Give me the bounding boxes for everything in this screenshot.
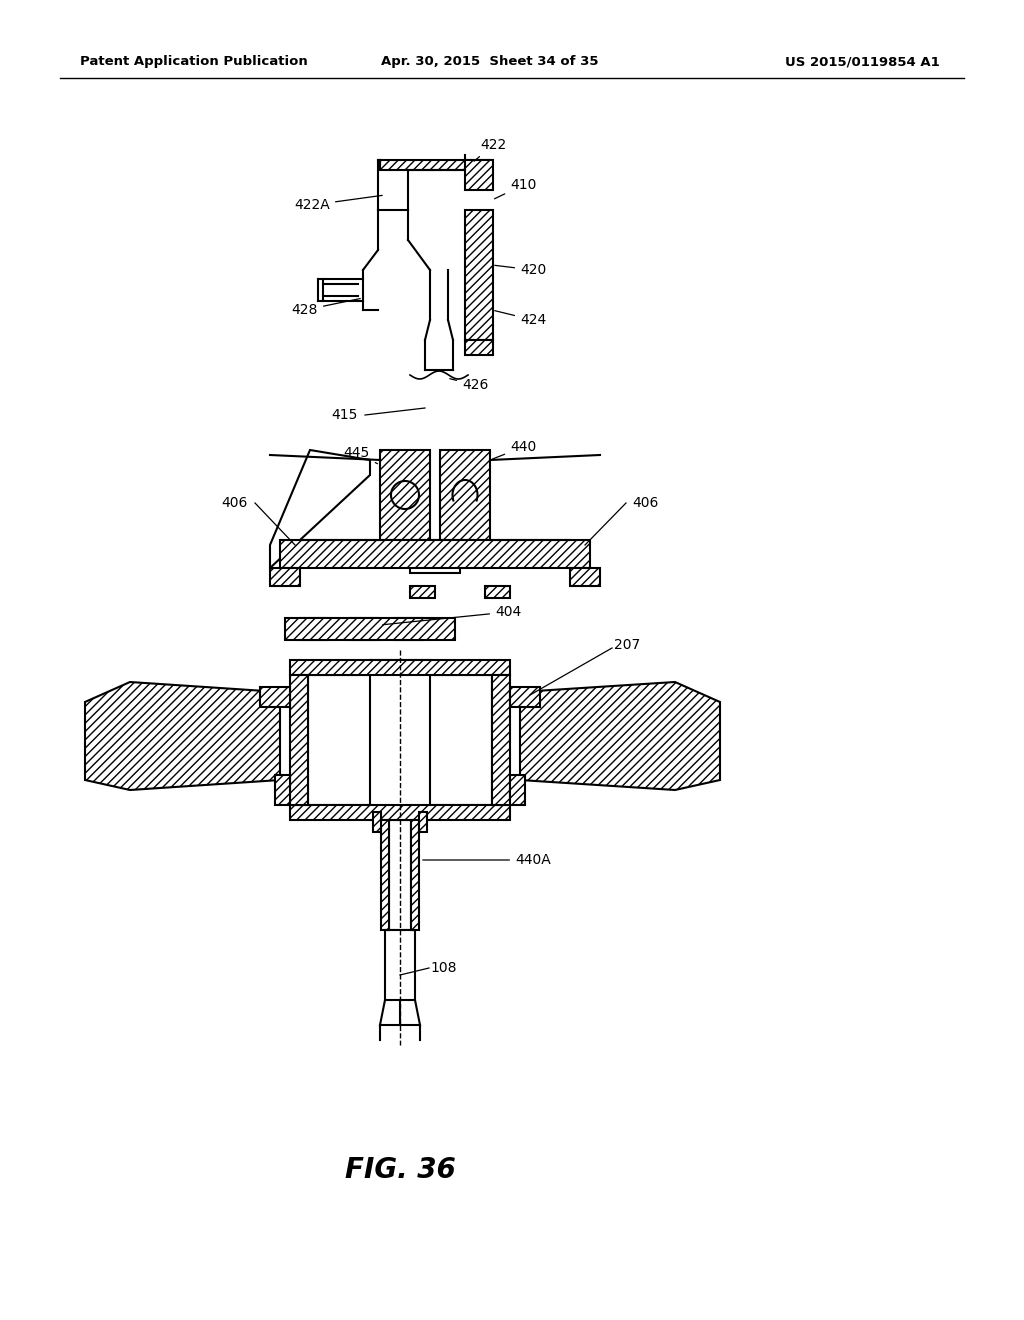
Bar	[373, 812, 381, 832]
Text: 420: 420	[495, 263, 546, 277]
Text: 440: 440	[493, 440, 537, 459]
Bar	[300, 618, 328, 640]
Text: FIG. 36: FIG. 36	[345, 1156, 456, 1184]
Text: US 2015/0119854 A1: US 2015/0119854 A1	[785, 55, 940, 69]
Bar	[290, 660, 510, 675]
Bar	[410, 540, 460, 573]
Bar	[285, 618, 455, 640]
Bar	[280, 540, 590, 568]
Bar	[465, 341, 493, 355]
Text: 445: 445	[344, 446, 378, 463]
Bar	[270, 568, 300, 586]
Text: Apr. 30, 2015  Sheet 34 of 35: Apr. 30, 2015 Sheet 34 of 35	[381, 55, 599, 69]
Bar	[465, 210, 493, 341]
Bar	[380, 450, 430, 540]
Bar	[510, 686, 540, 708]
Bar	[380, 160, 490, 170]
Bar	[290, 675, 308, 805]
Text: 422: 422	[474, 139, 506, 161]
Bar	[388, 459, 422, 531]
Text: 406: 406	[632, 496, 658, 510]
Text: 440A: 440A	[423, 853, 551, 867]
Text: 428: 428	[292, 298, 360, 317]
Bar	[370, 660, 430, 820]
Bar	[395, 618, 423, 640]
Text: 422A: 422A	[294, 195, 382, 213]
Bar	[443, 459, 487, 531]
Polygon shape	[270, 450, 370, 568]
Bar	[419, 812, 427, 832]
Bar	[381, 820, 389, 931]
Text: 207: 207	[614, 638, 640, 652]
Text: 404: 404	[383, 605, 521, 624]
Bar	[510, 775, 525, 805]
Bar	[310, 545, 560, 554]
Text: 108: 108	[430, 961, 457, 975]
Bar	[473, 230, 488, 319]
Bar	[465, 160, 493, 190]
Text: 410: 410	[495, 178, 537, 199]
Bar	[492, 675, 510, 805]
Text: 426: 426	[450, 378, 488, 392]
Bar	[385, 931, 415, 1001]
Bar	[350, 618, 378, 640]
Bar	[485, 586, 510, 598]
Bar	[275, 775, 290, 805]
Bar	[260, 686, 290, 708]
Bar	[389, 820, 411, 931]
Bar	[410, 586, 435, 598]
Bar	[440, 450, 490, 540]
Text: 424: 424	[495, 310, 546, 327]
Polygon shape	[85, 682, 280, 789]
Bar	[411, 820, 419, 931]
Bar	[290, 805, 510, 820]
Text: 415: 415	[332, 408, 358, 422]
Text: 406: 406	[221, 496, 248, 510]
Bar	[308, 675, 492, 805]
Bar	[570, 568, 600, 586]
Polygon shape	[520, 682, 720, 789]
Text: Patent Application Publication: Patent Application Publication	[80, 55, 308, 69]
